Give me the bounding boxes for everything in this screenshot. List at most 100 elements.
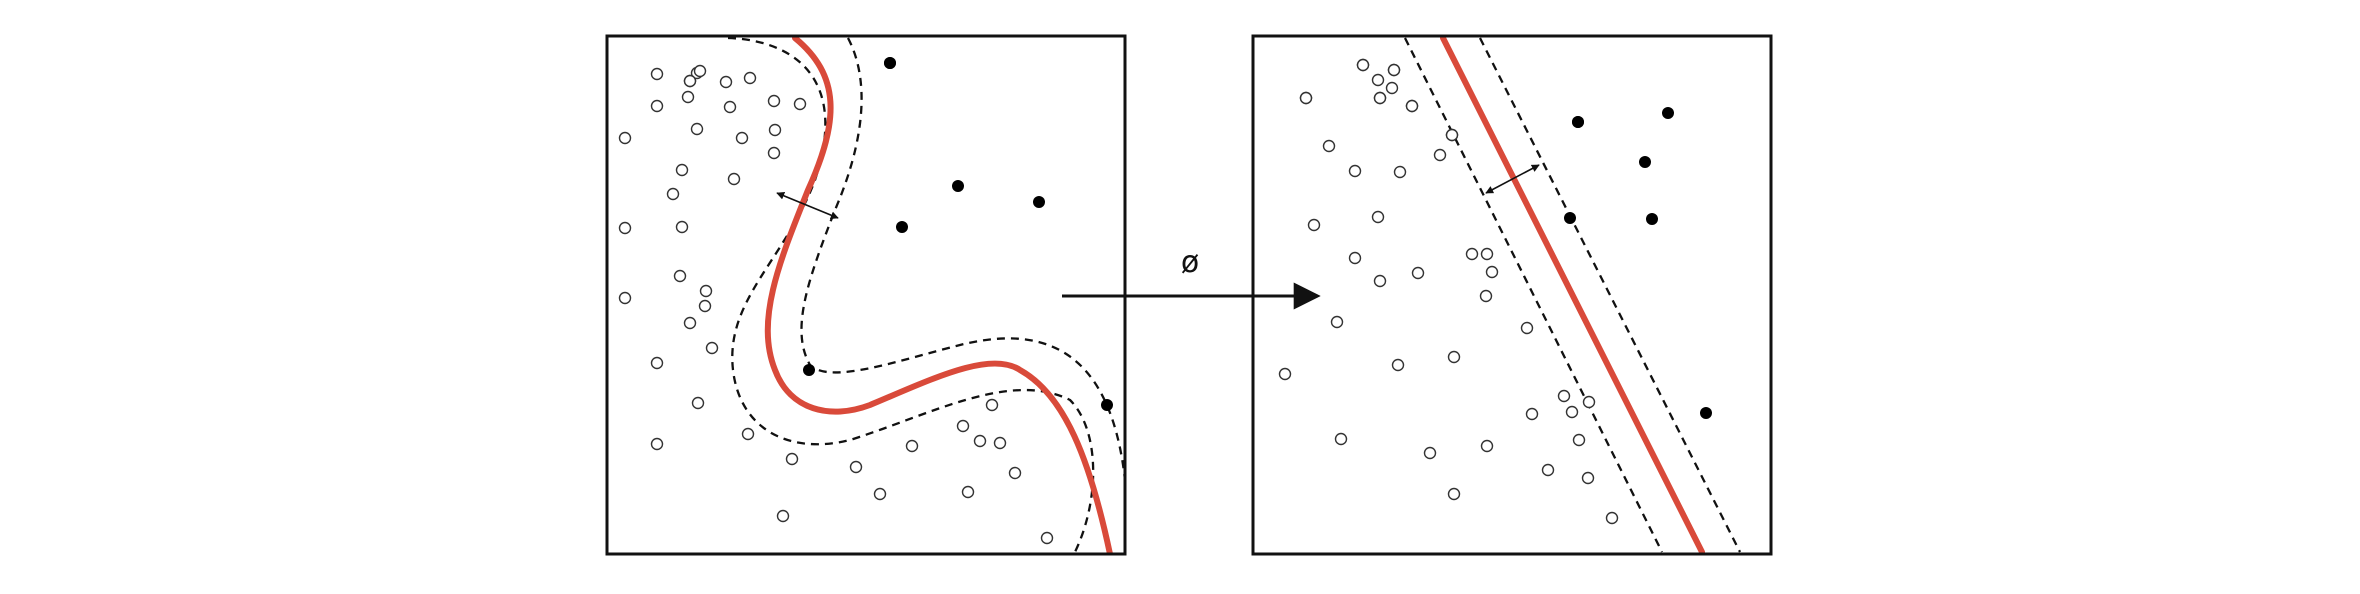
hollow-data-point (1307, 218, 1321, 232)
hollow-data-point (767, 146, 781, 160)
hollow-data-point (650, 67, 664, 81)
right-margin-line-lower (1403, 37, 1664, 553)
hollow-data-point (1405, 99, 1419, 113)
filled-data-point (1101, 399, 1113, 411)
hollow-data-point (1371, 210, 1385, 224)
hollow-data-point (1572, 433, 1586, 447)
filled-data-point (1700, 407, 1712, 419)
feature-space-panel (1251, 34, 1773, 556)
filled-data-point (1033, 196, 1045, 208)
hollow-data-point (650, 437, 664, 451)
hollow-data-point (905, 439, 919, 453)
left-margin-line-outer (727, 36, 1095, 553)
hollow-data-point (741, 427, 755, 441)
hollow-data-point (1391, 358, 1405, 372)
hollow-data-point (768, 123, 782, 137)
hollow-data-point (691, 396, 705, 410)
hollow-data-point (1371, 73, 1385, 87)
hollow-data-point (1485, 265, 1499, 279)
filled-data-point (1646, 213, 1658, 225)
hollow-data-point (1480, 247, 1494, 261)
hollow-data-point (1411, 266, 1425, 280)
hollow-data-point (873, 487, 887, 501)
hollow-data-point (699, 284, 713, 298)
hollow-data-point (650, 356, 664, 370)
hollow-data-point (1008, 466, 1022, 480)
hollow-data-point (1348, 251, 1362, 265)
hollow-data-point (683, 74, 697, 88)
filled-data-point (803, 364, 815, 376)
right-margin-line-upper (1478, 37, 1742, 553)
hollow-data-point (1582, 395, 1596, 409)
left-margin-width-indicator (776, 192, 839, 219)
filled-data-point (896, 221, 908, 233)
hollow-data-point (723, 100, 737, 114)
hollow-data-point (705, 341, 719, 355)
hollow-data-point (1541, 463, 1555, 477)
hollow-data-point (743, 71, 757, 85)
hollow-data-point (1423, 446, 1437, 460)
hollow-data-point (1480, 439, 1494, 453)
feature-space-frame (1251, 34, 1773, 556)
filled-data-point (1564, 212, 1576, 224)
filled-data-point (1662, 107, 1674, 119)
hollow-data-point (1557, 389, 1571, 403)
right-margin-line-outer (800, 37, 1125, 481)
right-margin-width-indicator (1485, 164, 1540, 194)
hollow-data-point (985, 398, 999, 412)
mapping-label: ø (1181, 245, 1199, 280)
hollow-data-point (849, 460, 863, 474)
hollow-data-point (618, 291, 632, 305)
hollow-data-point (650, 99, 664, 113)
filled-data-point (952, 180, 964, 192)
hollow-data-point (1373, 91, 1387, 105)
hollow-data-point (1520, 321, 1534, 335)
hollow-data-point (785, 452, 799, 466)
hollow-data-point (1433, 148, 1447, 162)
filled-data-point (884, 57, 896, 69)
hollow-data-point (776, 509, 790, 523)
curved-decision-boundary (764, 36, 1113, 554)
input-space-panel (605, 34, 1127, 556)
hollow-data-point (1393, 165, 1407, 179)
hollow-data-point (1605, 511, 1619, 525)
hollow-data-point (681, 90, 695, 104)
hollow-data-point (666, 187, 680, 201)
hollow-data-point (1356, 58, 1370, 72)
hollow-data-point (793, 97, 807, 111)
hollow-data-point (675, 220, 689, 234)
hollow-data-point (675, 163, 689, 177)
hollow-data-point (1581, 471, 1595, 485)
hollow-data-point (690, 122, 704, 136)
hollow-data-point (1565, 405, 1579, 419)
hollow-data-point (1447, 487, 1461, 501)
hollow-data-point (1348, 164, 1362, 178)
hollow-data-point (993, 436, 1007, 450)
feature-space-points (1278, 58, 1712, 525)
hollow-data-point (767, 94, 781, 108)
hollow-data-point (1479, 289, 1493, 303)
hollow-data-point (956, 419, 970, 433)
hollow-data-point (1322, 139, 1336, 153)
hollow-data-point (1387, 63, 1401, 77)
linear-decision-boundary (1440, 36, 1705, 554)
input-space-points (618, 57, 1113, 545)
hollow-data-point (673, 269, 687, 283)
hollow-data-point (719, 75, 733, 89)
hollow-data-point (961, 485, 975, 499)
hollow-data-point (1385, 81, 1399, 95)
hollow-data-point (1278, 367, 1292, 381)
hollow-data-point (973, 434, 987, 448)
hollow-data-point (1373, 274, 1387, 288)
hollow-data-point (1334, 432, 1348, 446)
hollow-data-point (683, 316, 697, 330)
hollow-data-point (727, 172, 741, 186)
hollow-data-point (618, 221, 632, 235)
hollow-data-point (618, 131, 632, 145)
hollow-data-point (1525, 407, 1539, 421)
hollow-data-point (1445, 128, 1459, 142)
hollow-data-point (1465, 247, 1479, 261)
filled-data-point (1572, 116, 1584, 128)
hollow-data-point (693, 64, 707, 78)
hollow-data-point (735, 131, 749, 145)
